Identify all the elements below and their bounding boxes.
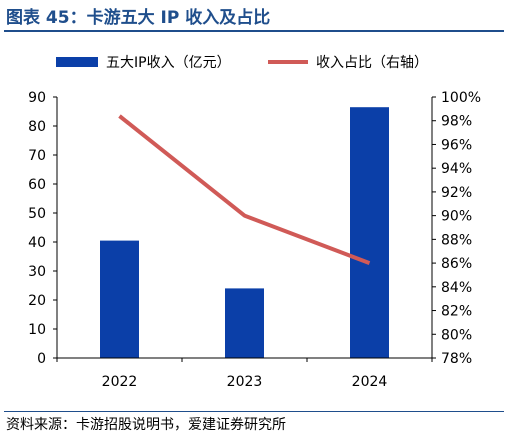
left-axis-tick-label-0: 0	[37, 351, 46, 367]
chart: 五大IP收入（亿元） 收入占比（右轴） 0 10 20 30 40 50 60 70 80 90 78%…	[28, 55, 481, 390]
left-axis-tick-label-80: 80	[28, 119, 46, 135]
x-axis-label-2024: 2024	[352, 374, 388, 390]
legend-label-line: 收入占比（右轴）	[316, 55, 428, 71]
right-axis-tick-label-84: 84%	[441, 280, 472, 296]
left-axis-tick-label-30: 30	[28, 264, 46, 280]
left-axis-tick-label-40: 40	[28, 235, 46, 251]
left-axis-tick-label-60: 60	[28, 177, 46, 193]
title-rule	[4, 30, 504, 32]
right-axis-tick-label-90: 90%	[441, 209, 472, 225]
right-axis-tick-label-92: 92%	[441, 185, 472, 201]
right-axis-tick-label-100: 100%	[441, 90, 481, 106]
right-axis-tick-label-98: 98%	[441, 114, 472, 130]
right-axis-tick-label-80: 80%	[441, 327, 472, 343]
left-axis-tick-label-10: 10	[28, 322, 46, 338]
right-axis-tick-label-82: 82%	[441, 304, 472, 320]
source-rule	[4, 411, 504, 412]
left-axis-tick-label-90: 90	[28, 90, 46, 106]
left-axis-tick-label-50: 50	[28, 206, 46, 222]
left-axis-tick-label-70: 70	[28, 148, 46, 164]
figure-title: 图表 45：卡游五大 IP 收入及占比	[6, 8, 271, 28]
legend-label-bars: 五大IP收入（亿元）	[106, 55, 231, 71]
x-axis-label-2022: 2022	[102, 374, 138, 390]
left-axis-tick-label-20: 20	[28, 293, 46, 309]
right-axis-tick-label-86: 86%	[441, 256, 472, 272]
bar-2024	[350, 107, 389, 358]
bar-2022	[100, 240, 139, 358]
x-axis-label-2023: 2023	[227, 374, 263, 390]
legend-swatch-bars	[56, 57, 98, 67]
right-axis-tick-label-96: 96%	[441, 137, 472, 153]
source-note: 资料来源：卡游招股说明书，爱建证券研究所	[6, 417, 286, 433]
bar-2023	[225, 288, 264, 358]
right-axis-tick-label-94: 94%	[441, 161, 472, 177]
right-axis-tick-label-88: 88%	[441, 232, 472, 248]
right-axis-tick-label-78: 78%	[441, 351, 472, 367]
line-series-share	[118, 114, 371, 265]
